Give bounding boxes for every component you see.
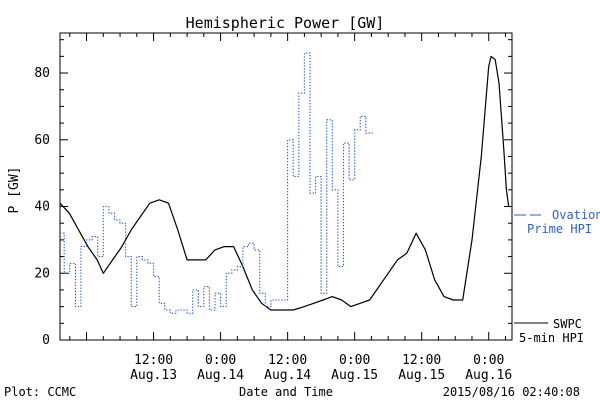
x-tick-label-date: Aug.16: [465, 368, 512, 383]
footer-credit: Plot: CCMC: [4, 385, 76, 399]
legend-label-ovation-line1: Ovation: [552, 208, 600, 222]
series-ovation-prime-line: [60, 52, 373, 314]
x-axis: 12:00Aug.130:00Aug.1412:00Aug.140:00Aug.…: [69, 33, 512, 383]
x-tick-label-date: Aug.13: [130, 368, 177, 383]
y-tick-label: 80: [34, 66, 50, 81]
y-tick-label: 20: [34, 266, 50, 281]
legend-label-swpc-line2: 5-min HPI: [519, 331, 584, 345]
plot-frame: [59, 32, 513, 341]
x-tick-label-time: 0:00: [473, 353, 504, 368]
y-axis-label: P [GW]: [7, 167, 22, 214]
x-tick-label-time: 12:00: [268, 353, 307, 368]
y-tick-label: 0: [42, 333, 50, 348]
legend-label-swpc-line1: SWPC: [553, 317, 582, 331]
footer-timestamp: 2015/08/16 02:40:08: [443, 385, 580, 399]
x-tick-label-time: 0:00: [339, 353, 370, 368]
x-tick-label-time: 0:00: [205, 353, 236, 368]
series-layer: [59, 52, 510, 314]
y-tick-label: 60: [34, 133, 50, 148]
y-axis: 0 20 40 60 80: [34, 39, 512, 348]
x-tick-label-date: Aug.14: [264, 368, 311, 383]
x-tick-label-time: 12:00: [402, 353, 441, 368]
x-tick-label-date: Aug.15: [398, 368, 445, 383]
legend: Ovation Prime HPI SWPC 5-min HPI: [514, 208, 600, 345]
x-axis-label: Date and Time: [239, 385, 333, 399]
x-tick-label-date: Aug.15: [331, 368, 378, 383]
series-swpc-line: [59, 55, 510, 311]
y-tick-label: 40: [34, 200, 50, 215]
chart-title: Hemispheric Power [GW]: [186, 14, 385, 32]
x-tick-label-time: 12:00: [134, 353, 173, 368]
x-tick-label-date: Aug.14: [197, 368, 244, 383]
legend-label-ovation-line2: Prime HPI: [527, 222, 592, 236]
